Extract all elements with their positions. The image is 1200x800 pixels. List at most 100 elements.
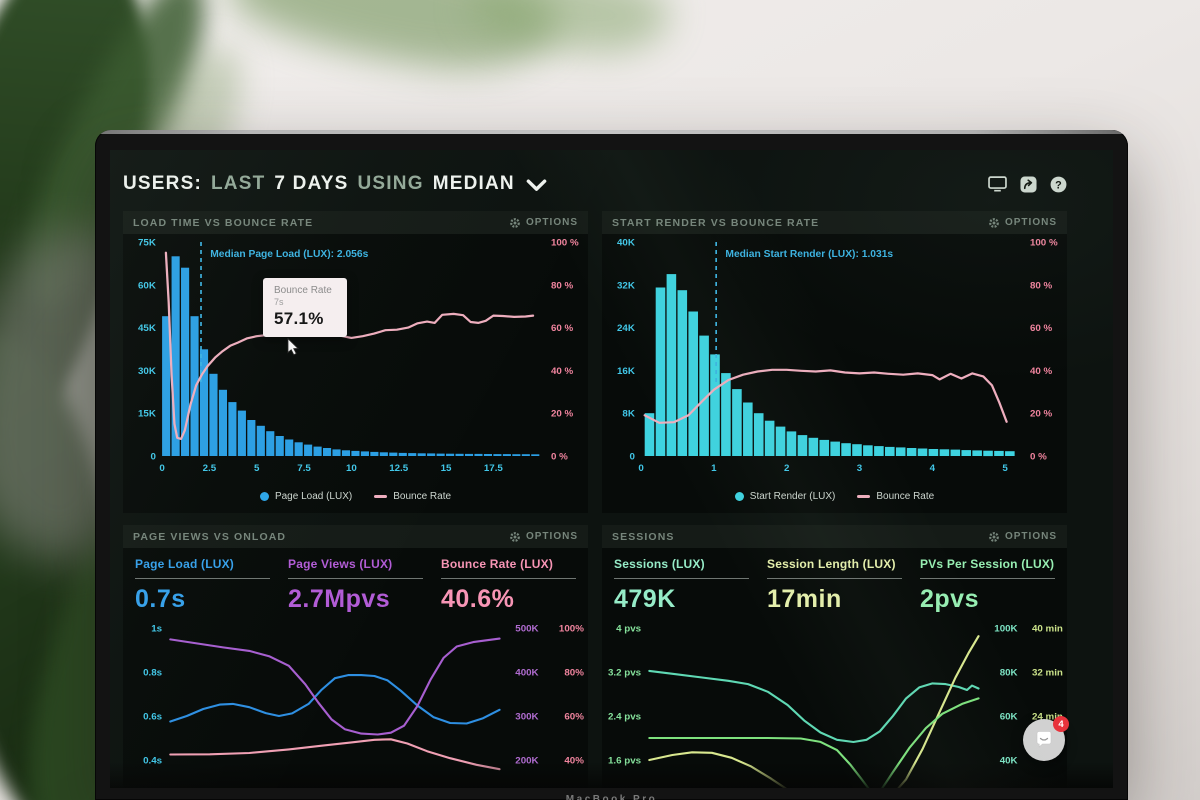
metric-pvs-per-session: PVs Per Session (LUX) 2pvs (920, 557, 1055, 614)
options-label: OPTIONS (525, 531, 578, 542)
svg-text:3: 3 (857, 463, 862, 474)
legend-item[interactable]: Bounce Rate (857, 491, 934, 502)
svg-text:0.8s: 0.8s (143, 668, 162, 679)
metric-label: Session Length (LUX) (767, 557, 896, 571)
panel-start-render-vs-bounce-rate: START RENDER VS BOUNCE RATE OPTIONS Medi… (602, 211, 1067, 513)
chat-bubble-button[interactable]: 4 (1023, 716, 1069, 761)
metric-page-views: Page Views (LUX) 2.7Mpvs (288, 557, 423, 614)
svg-text:0 %: 0 % (1030, 452, 1047, 463)
svg-text:40 %: 40 % (551, 366, 574, 377)
svg-text:45K: 45K (138, 323, 156, 334)
legend-label: Start Render (LUX) (749, 490, 836, 502)
page-views-onload-line-chart: 1s 0.8s 0.6s 0.4s 500K 100% 400K 80% 300K 60% 200K… (143, 624, 584, 771)
metric-bounce-rate: Bounce Rate (LUX) 40.6% (441, 557, 576, 614)
svg-text:1: 1 (711, 463, 717, 474)
mouse-cursor (287, 338, 300, 356)
metric-value: 17min (767, 585, 842, 613)
metric-label: Bounce Rate (LUX) (441, 557, 554, 571)
tooltip-value: 57.1% (274, 309, 324, 328)
metric-session-length: Session Length (LUX) 17min (767, 557, 902, 614)
help-icon[interactable]: ? (1050, 176, 1067, 193)
page-title[interactable]: USERS: LAST 7 DAYS USING MEDIAN (123, 173, 547, 195)
legend-item[interactable]: Page Load (LUX) (259, 490, 353, 502)
svg-text:40K: 40K (1000, 756, 1018, 767)
options-button[interactable]: OPTIONS (509, 531, 578, 543)
panel-title: LOAD TIME VS BOUNCE RATE (133, 216, 314, 229)
svg-text:80 %: 80 % (1030, 280, 1053, 291)
legend-dash-marker (857, 494, 871, 498)
legend-item[interactable]: Bounce Rate (374, 491, 451, 502)
metric-value: 2.7Mpvs (288, 585, 391, 613)
chart-legend: Page Load (LUX) Bounce Rate (123, 484, 588, 508)
gear-icon (989, 531, 999, 542)
metrics-row: Page Load (LUX) 0.7s Page Views (LUX) 2.… (123, 548, 588, 616)
header-toolbar: ? (988, 175, 1067, 193)
svg-text:80 %: 80 % (551, 280, 574, 291)
options-label: OPTIONS (1004, 217, 1057, 228)
svg-text:10: 10 (346, 463, 357, 474)
options-button[interactable]: OPTIONS (988, 531, 1057, 543)
panel-header: LOAD TIME VS BOUNCE RATE OPTIONS (123, 211, 588, 234)
svg-text:0.6s: 0.6s (143, 712, 162, 723)
panel-title: PAGE VIEWS VS ONLOAD (133, 530, 287, 543)
metric-value: 0.7s (135, 585, 186, 613)
svg-text:2: 2 (784, 463, 789, 474)
svg-text:0: 0 (638, 463, 643, 474)
svg-text:40 %: 40 % (1030, 366, 1053, 377)
svg-text:17.5: 17.5 (484, 463, 504, 474)
metric-sessions: Sessions (LUX) 479K (614, 557, 749, 614)
metric-divider (767, 578, 902, 579)
svg-text:1.6 pvs: 1.6 pvs (608, 756, 641, 767)
laptop: USERS: LAST 7 DAYS USING MEDIAN (95, 130, 1128, 800)
svg-text:24K: 24K (617, 323, 635, 334)
options-button[interactable]: OPTIONS (509, 217, 578, 229)
panel-title: START RENDER VS BOUNCE RATE (612, 216, 820, 229)
panel-body: Sessions (LUX) 479K Session Length (LUX)… (602, 548, 1067, 788)
options-button[interactable]: OPTIONS (988, 217, 1057, 229)
chevron-down-icon[interactable] (526, 178, 547, 192)
svg-text:?: ? (1055, 179, 1062, 191)
dashboard-header: USERS: LAST 7 DAYS USING MEDIAN (123, 165, 1067, 203)
legend-label: Bounce Rate (876, 490, 935, 502)
gear-icon (989, 217, 999, 228)
dashboard: USERS: LAST 7 DAYS USING MEDIAN (110, 150, 1113, 788)
metric-label: Page Load (LUX) (135, 557, 235, 571)
metric-divider (441, 578, 576, 579)
svg-text:40%: 40% (564, 756, 584, 767)
svg-text:30K: 30K (138, 366, 156, 377)
svg-text:40 min: 40 min (1032, 624, 1063, 635)
metric-page-load: Page Load (LUX) 0.7s (135, 557, 270, 614)
panel-header: START RENDER VS BOUNCE RATE OPTIONS (602, 211, 1067, 234)
panel-body: Page Load (LUX) 0.7s Page Views (LUX) 2.… (123, 548, 588, 788)
legend-dash-marker (374, 494, 388, 498)
svg-text:40K: 40K (617, 238, 635, 249)
display-icon[interactable] (988, 176, 1007, 192)
chat-notification-badge: 4 (1053, 716, 1069, 732)
metric-value: 479K (614, 585, 676, 613)
svg-text:0 %: 0 % (551, 452, 568, 463)
load-time-histogram-chart: Median Page Load (LUX): 2.056s 75K 60K 45K 3… (138, 238, 579, 474)
svg-text:200K: 200K (515, 756, 538, 767)
svg-text:75K: 75K (138, 238, 156, 249)
metrics-row: Sessions (LUX) 479K Session Length (LUX)… (602, 548, 1067, 616)
legend-item[interactable]: Start Render (LUX) (734, 490, 836, 502)
svg-text:2.4 pvs: 2.4 pvs (608, 712, 641, 723)
legend-label: Page Load (LUX) (274, 490, 353, 502)
svg-text:60%: 60% (564, 712, 584, 723)
share-icon[interactable] (1020, 175, 1037, 193)
svg-text:100%: 100% (559, 624, 584, 635)
svg-text:5: 5 (254, 463, 260, 474)
title-users: USERS: (123, 173, 202, 194)
svg-text:16K: 16K (617, 366, 635, 377)
svg-text:0: 0 (629, 452, 634, 463)
title-using: USING (357, 173, 424, 194)
panel-header: PAGE VIEWS VS ONLOAD OPTIONS (123, 525, 588, 548)
svg-text:20 %: 20 % (1030, 409, 1053, 420)
metric-value: 40.6% (441, 585, 515, 613)
svg-text:3.2 pvs: 3.2 pvs (608, 668, 641, 679)
legend-label: Bounce Rate (393, 490, 452, 502)
svg-text:80K: 80K (1000, 668, 1018, 679)
svg-text:12.5: 12.5 (389, 463, 409, 474)
chart-tooltip: Bounce Rate 7s 57.1% (263, 278, 347, 337)
